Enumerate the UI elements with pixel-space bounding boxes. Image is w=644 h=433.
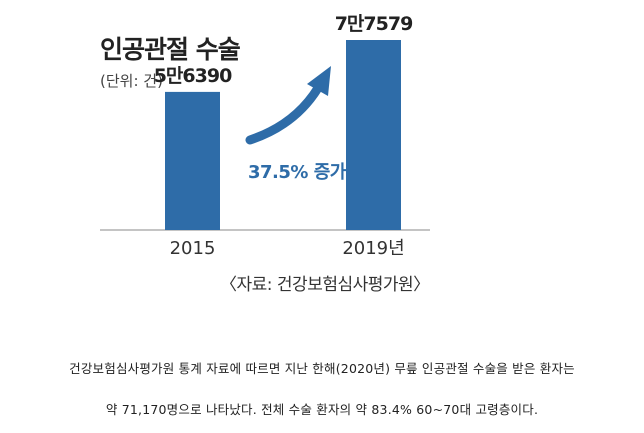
bar-value-label: 5만6390 <box>154 65 232 87</box>
unit-label: (단위: 건) <box>100 72 163 90</box>
source-note: 〈자료: 건강보험심사평가원〉 <box>220 275 430 295</box>
growth-arrow-head <box>307 66 331 96</box>
bar-chart: 5만6390 2015 7만7579 2019년 37.5% 증가 <box>100 13 430 259</box>
growth-arrow <box>245 83 323 145</box>
chart-title: 인공관절 수술 <box>100 35 241 64</box>
x-tick-label: 2015 <box>170 238 216 259</box>
caption-line-2: 약 71,170명으로 나타났다. 전체 수술 환자의 약 83.4% 60~7… <box>105 402 539 417</box>
caption-line-1: 건강보험심사평가원 통계 자료에 따르면 지난 한해(2020년) 무릎 인공관… <box>69 361 575 376</box>
growth-annotation: 37.5% 증가 <box>248 162 347 183</box>
bar-2015 <box>165 91 220 231</box>
bar-2019년 <box>346 40 401 230</box>
bar-value-label: 7만7579 <box>335 13 413 35</box>
x-tick-label: 2019년 <box>342 238 404 259</box>
